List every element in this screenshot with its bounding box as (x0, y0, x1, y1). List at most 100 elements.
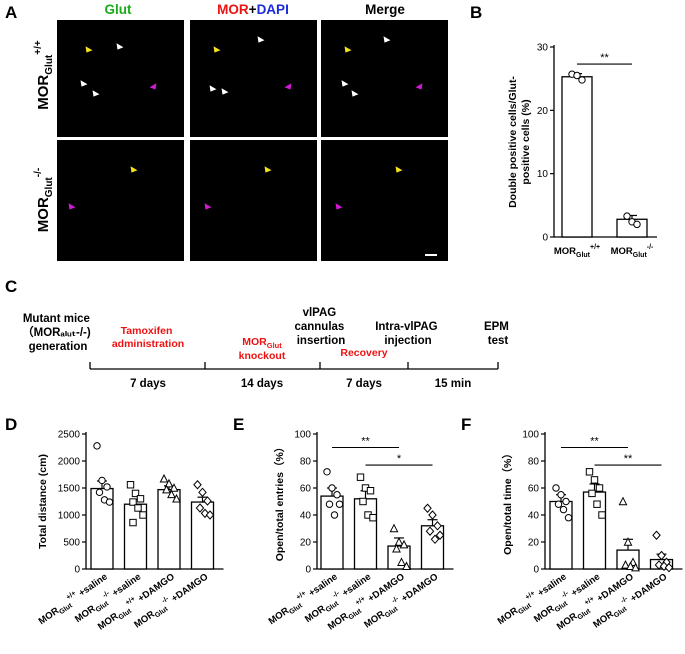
y-tick-label: 0 (305, 565, 311, 576)
category-label-base: MOR (267, 605, 292, 627)
arrowhead-white (351, 90, 359, 97)
event-line: cannulas (294, 321, 344, 333)
timeline-event-knockout: MORGlut (242, 336, 282, 350)
y-axis-label: Total distance (cm) (37, 454, 49, 549)
data-point (328, 484, 336, 492)
significance-label: ** (600, 52, 609, 64)
arrowhead-magenta (149, 83, 157, 90)
event-line: Intra-vlPAG (375, 321, 437, 333)
category-label: MORGlut-/- (611, 244, 654, 259)
data-point (162, 484, 171, 494)
y-axis-label: Double positive cells/Glut-positive cell… (507, 76, 532, 208)
timeline-event-epm: EPM test (484, 321, 512, 347)
timeline-duration: 7 days (346, 378, 382, 390)
arrowhead-white (341, 80, 349, 87)
category-label-base: MOR (591, 609, 616, 631)
arrowhead-magenta (415, 83, 423, 90)
event-line: EPM (484, 321, 509, 333)
data-point (623, 537, 633, 546)
data-point (129, 498, 137, 506)
category-label-sup: +/+ (124, 595, 136, 607)
y-tick-label: 80 (300, 457, 312, 468)
event-line: （MORₐₗᵤₜ-/-) (22, 325, 91, 339)
panel-label-b: B (470, 3, 482, 22)
category-label-sup: -/- (332, 590, 342, 600)
category-label-sub: Glut (613, 605, 629, 619)
data-point (392, 543, 401, 553)
data-point (356, 473, 365, 481)
data-point (359, 497, 367, 506)
row-label-knockout-sup: -/- (33, 168, 44, 177)
arrowhead-magenta (284, 83, 292, 90)
panel-label-a: A (5, 3, 17, 22)
data-point (164, 478, 174, 488)
y-tick-label: 500 (63, 538, 80, 549)
y-tick-label: 2000 (58, 457, 81, 468)
dapi-header-text: DAPI (257, 2, 289, 17)
category-label-sub: Glut (95, 600, 111, 614)
timeline-event-mutant-generation: Mutant mice （MORₐₗᵤₜ-/-) generation (22, 313, 94, 353)
data-point (139, 511, 147, 519)
category-label-sub: Glut (384, 605, 400, 619)
data-point (333, 491, 341, 499)
category-label-sup: +/+ (524, 590, 536, 602)
data-point (167, 489, 176, 499)
y-axis-label: Open/total time（%） (501, 448, 514, 555)
category-label-sub: Glut (633, 252, 648, 259)
scale-bar (425, 254, 437, 256)
data-point (394, 537, 404, 546)
data-point (169, 483, 179, 492)
significance-label: ** (590, 436, 599, 448)
category-label-sub: Glut (348, 607, 364, 621)
data-point (590, 476, 599, 484)
y-tick-label: 40 (528, 511, 540, 522)
data-point (323, 468, 331, 476)
timeline-event-recovery: Recovery (340, 347, 387, 359)
data-point (195, 503, 205, 513)
event-line: test (488, 335, 509, 347)
mor-header-text: MOR (217, 2, 249, 17)
data-point (631, 562, 640, 572)
arrowhead-yellow (85, 46, 93, 53)
column-header-merge: Merge (365, 2, 405, 17)
y-tick-label: 1500 (58, 484, 81, 495)
data-point (657, 550, 666, 561)
data-point (573, 71, 581, 80)
category-label-sup: -/- (391, 595, 401, 605)
category-label-sub: Glut (517, 602, 533, 616)
data-point (129, 518, 137, 527)
category-label-base: MOR (555, 611, 580, 633)
arrowhead-yellow (395, 166, 403, 173)
category-label-sup: -/- (561, 590, 571, 600)
data-point (134, 504, 142, 512)
arrowhead-white (221, 88, 229, 95)
y-tick-label: 1000 (58, 511, 81, 522)
micrograph-grid (57, 20, 448, 261)
arrowhead-yellow (213, 46, 221, 53)
data-point (325, 500, 334, 508)
micrograph-glut-knockout (57, 140, 184, 261)
data-point (559, 505, 568, 514)
bar (353, 498, 378, 570)
y-tick-label: 60 (528, 484, 540, 495)
event-line: administration (112, 338, 184, 350)
data-point (366, 487, 375, 495)
category-label-base: MOR (73, 603, 98, 625)
data-point (552, 484, 560, 492)
data-point (430, 534, 440, 545)
arrowhead-white (80, 80, 88, 87)
timeline-event-injection: Intra-vlPAG injection (375, 321, 441, 347)
row-label-wildtype-base: MOR (35, 75, 52, 110)
y-axis-label: Open/total entries（%） (273, 442, 286, 562)
chart-total-distance: 0 500 1000 1500 2000 2500 Total distance (cm) M… (37, 430, 224, 633)
data-point (193, 480, 202, 490)
category-label-sub: Glut (577, 607, 593, 621)
category-label-sup: +/+ (65, 590, 77, 602)
data-point (564, 514, 573, 522)
timeline-duration: 14 days (241, 378, 283, 390)
category-label-sub: Glut (58, 602, 74, 616)
data-point (598, 511, 606, 519)
y-tick-label: 0 (74, 565, 80, 576)
